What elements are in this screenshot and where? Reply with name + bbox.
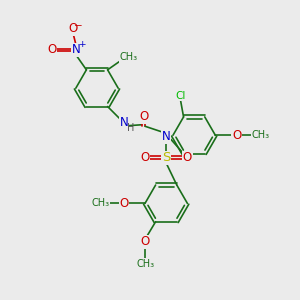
Text: O: O: [47, 43, 57, 56]
Text: Cl: Cl: [176, 91, 186, 101]
Text: O: O: [68, 22, 77, 35]
Text: O: O: [139, 110, 148, 123]
Text: O: O: [140, 151, 150, 164]
Text: O: O: [141, 235, 150, 248]
Text: O: O: [232, 129, 241, 142]
Text: CH₃: CH₃: [251, 130, 269, 140]
Text: O: O: [119, 197, 128, 210]
Text: CH₃: CH₃: [120, 52, 138, 62]
Text: O: O: [183, 151, 192, 164]
Text: H: H: [127, 123, 134, 133]
Text: CH₃: CH₃: [91, 198, 109, 208]
Text: −: −: [74, 21, 83, 31]
Text: N: N: [162, 130, 171, 143]
Text: +: +: [78, 40, 85, 49]
Text: N: N: [72, 43, 80, 56]
Text: CH₃: CH₃: [136, 259, 155, 269]
Text: S: S: [162, 151, 170, 164]
Text: N: N: [119, 116, 128, 129]
